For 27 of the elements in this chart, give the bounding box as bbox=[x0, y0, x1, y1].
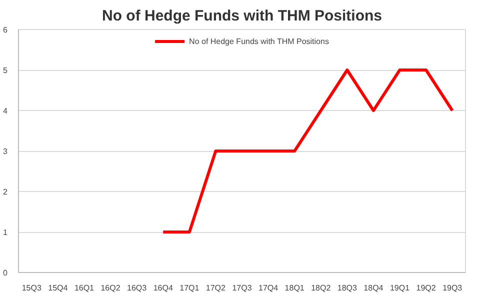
x-tick-label: 18Q3 bbox=[337, 284, 358, 292]
x-tick-label: 16Q3 bbox=[127, 284, 148, 292]
y-tick-label: 3 bbox=[3, 147, 8, 156]
x-tick-label: 15Q4 bbox=[48, 284, 68, 292]
line-series bbox=[162, 68, 454, 234]
x-tick-label: 18Q1 bbox=[284, 284, 305, 292]
y-tick-label: 1 bbox=[3, 228, 8, 237]
chart-title: No of Hedge Funds with THM Positions bbox=[102, 8, 382, 24]
y-tick-label: 4 bbox=[3, 106, 8, 116]
x-tick-label: 19Q1 bbox=[390, 284, 410, 292]
x-tick-label: 16Q4 bbox=[153, 284, 174, 292]
x-tick-label: 19Q3 bbox=[442, 284, 463, 292]
y-tick-label: 0 bbox=[3, 268, 8, 278]
x-tick-label: 17Q4 bbox=[258, 284, 279, 292]
y-tick-label: 2 bbox=[3, 188, 8, 196]
y-tick-label: 6 bbox=[3, 26, 8, 34]
x-tick-label: 17Q1 bbox=[180, 284, 200, 292]
x-tick-label: 17Q2 bbox=[206, 284, 226, 292]
x-tick-label: 16Q2 bbox=[100, 284, 121, 292]
x-tick-label: 15Q3 bbox=[22, 284, 42, 292]
legend-label: No of Hedge Funds with THM Positions bbox=[189, 36, 329, 46]
x-tick-label: 18Q2 bbox=[311, 284, 332, 292]
x-tick-label: 16Q1 bbox=[74, 284, 95, 292]
y-tick-label: 5 bbox=[3, 66, 8, 75]
x-tick-label: 18Q4 bbox=[364, 284, 384, 292]
x-tick-label: 19Q2 bbox=[416, 284, 436, 292]
x-tick-label: 17Q3 bbox=[232, 284, 252, 292]
